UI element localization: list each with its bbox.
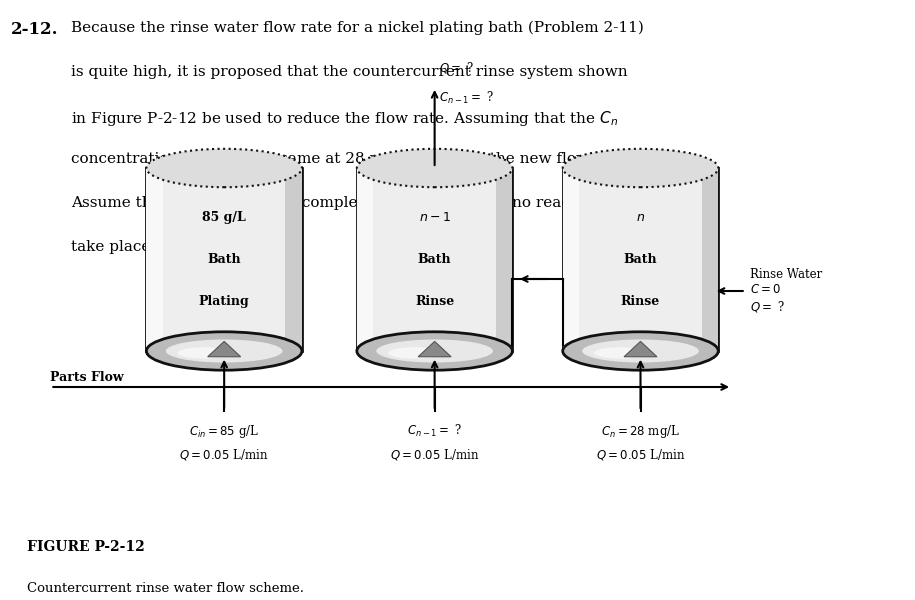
Text: in Figure P-2-12 be used to reduce the flow rate. Assuming that the $C_n$: in Figure P-2-12 be used to reduce the f… (71, 109, 619, 128)
Ellipse shape (563, 332, 718, 370)
Polygon shape (418, 341, 451, 357)
Text: Assume that the rinse tank is completely mixed and that no reactions: Assume that the rinse tank is completely… (71, 196, 608, 210)
Text: FIGURE P-2-12: FIGURE P-2-12 (27, 540, 145, 554)
Ellipse shape (594, 347, 648, 359)
Polygon shape (624, 341, 657, 357)
Text: $C_{in} = 85$ g/L: $C_{in} = 85$ g/L (189, 423, 259, 440)
Text: is quite high, it is proposed that the countercurrent rinse system shown: is quite high, it is proposed that the c… (71, 65, 628, 79)
Polygon shape (208, 341, 241, 357)
Ellipse shape (582, 340, 699, 362)
Text: Plating: Plating (199, 295, 250, 308)
Text: Bath: Bath (418, 253, 451, 266)
Text: 85 g/L: 85 g/L (202, 211, 246, 224)
Polygon shape (357, 168, 512, 351)
Ellipse shape (146, 149, 302, 187)
Ellipse shape (146, 332, 302, 370)
Ellipse shape (357, 149, 512, 187)
Text: 2-12.: 2-12. (11, 21, 59, 38)
Polygon shape (563, 168, 718, 351)
Ellipse shape (178, 347, 232, 359)
Text: $Q = 0.05$ L/min: $Q = 0.05$ L/min (179, 447, 269, 462)
Polygon shape (357, 168, 373, 351)
Polygon shape (702, 168, 718, 351)
Text: Countercurrent rinse water flow scheme.: Countercurrent rinse water flow scheme. (27, 582, 305, 595)
Text: Rinse: Rinse (415, 295, 454, 308)
Text: $Q = $ ?: $Q = $ ? (439, 60, 474, 75)
Text: Rinse: Rinse (621, 295, 660, 308)
Text: Parts Flow: Parts Flow (50, 371, 124, 384)
Text: $Q = 0.05$ L/min: $Q = 0.05$ L/min (596, 447, 685, 462)
Text: $C_{n-1} = $ ?: $C_{n-1} = $ ? (407, 423, 462, 439)
Text: $C_{n-1} = $ ?: $C_{n-1} = $ ? (439, 90, 494, 106)
Polygon shape (146, 168, 163, 351)
Polygon shape (496, 168, 512, 351)
Ellipse shape (563, 149, 718, 187)
Text: Bath: Bath (208, 253, 241, 266)
Text: Because the rinse water flow rate for a nickel plating bath (Problem 2-11): Because the rinse water flow rate for a … (71, 21, 644, 35)
Ellipse shape (388, 347, 443, 359)
Text: $Q = 0.05$ L/min: $Q = 0.05$ L/min (390, 447, 479, 462)
Polygon shape (146, 168, 302, 351)
Text: $n$: $n$ (636, 211, 645, 224)
Polygon shape (285, 168, 302, 351)
Ellipse shape (376, 340, 493, 362)
Ellipse shape (357, 332, 512, 370)
Ellipse shape (166, 340, 283, 362)
Text: Bath: Bath (624, 253, 657, 266)
Text: $n-1$: $n-1$ (419, 211, 450, 224)
Text: $C_n = 28$ mg/L: $C_n = 28$ mg/L (601, 423, 680, 440)
Text: Rinse Water
$C = 0$
$Q = $ ?: Rinse Water $C = 0$ $Q = $ ? (750, 268, 823, 314)
Text: take place in the rinse tank.: take place in the rinse tank. (71, 240, 288, 254)
Text: concentration remains the same at 28 mg/L, estimate the new flow rate.: concentration remains the same at 28 mg/… (71, 152, 630, 166)
Polygon shape (563, 168, 579, 351)
